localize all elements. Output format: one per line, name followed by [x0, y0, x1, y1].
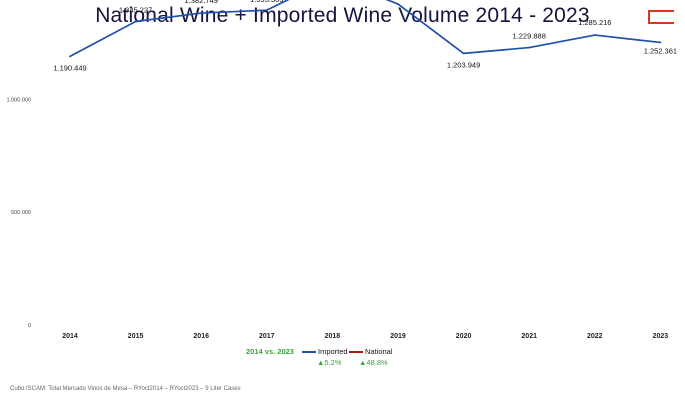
x-tick-label: 2017	[259, 333, 275, 340]
x-tick-label: 2022	[587, 333, 603, 340]
legend-item-imported: Imported	[302, 347, 348, 356]
x-tick-label: 2015	[128, 333, 144, 340]
y-tick-label: 0	[28, 323, 31, 329]
orange-bracket-logo-icon	[648, 10, 674, 24]
data-point	[134, 20, 137, 23]
legend-period: 2014 vs. 2023	[246, 347, 294, 356]
y-tick-label: 500.000	[11, 210, 31, 216]
data-label: 1.395.505	[250, 0, 283, 4]
legend-swatch-imported	[302, 350, 316, 353]
y-tick-label: 1.000.000	[7, 97, 31, 103]
legend-swatch-national	[349, 350, 363, 353]
data-point	[265, 9, 268, 12]
data-point	[528, 46, 531, 49]
data-label: 1.229.888	[513, 32, 546, 41]
legend-label-imported: Imported	[318, 347, 348, 356]
x-tick-label: 2020	[456, 333, 472, 340]
data-label: 1.382.749	[185, 0, 218, 5]
data-point	[593, 34, 596, 36]
data-label: 1.345.227	[119, 6, 152, 15]
data-point	[69, 55, 71, 58]
legend-item-national: National	[349, 347, 393, 356]
data-label: 1.252.361	[644, 46, 677, 55]
x-tick-label: 2018	[325, 333, 341, 340]
legend-change-national: ▲48.8%	[359, 358, 388, 367]
data-point	[659, 41, 662, 44]
x-tick-label: 2021	[521, 333, 537, 340]
source-note: Cubo ISCAM: Total Mercado Vinos de Mesa …	[10, 386, 241, 392]
data-point	[200, 12, 203, 14]
data-label: 1.203.949	[447, 60, 480, 69]
x-tick-label: 2014	[62, 333, 78, 340]
x-tick-label: 2016	[193, 333, 209, 340]
legend-change-imported: ▲5.2%	[317, 358, 342, 367]
data-point	[397, 3, 399, 5]
x-tick-label: 2023	[653, 333, 669, 340]
data-label: 1.190.449	[53, 63, 86, 72]
x-tick-label: 2019	[390, 333, 406, 340]
chart-title: National Wine + Imported Wine Volume 201…	[95, 4, 590, 27]
data-label: 1.285.216	[578, 18, 611, 27]
data-point	[462, 52, 465, 55]
legend: 2014 vs. 2023 Imported National ▲5.2% ▲4…	[0, 347, 685, 371]
series-line-imported	[69, 0, 661, 58]
legend-label-national: National	[365, 347, 393, 356]
